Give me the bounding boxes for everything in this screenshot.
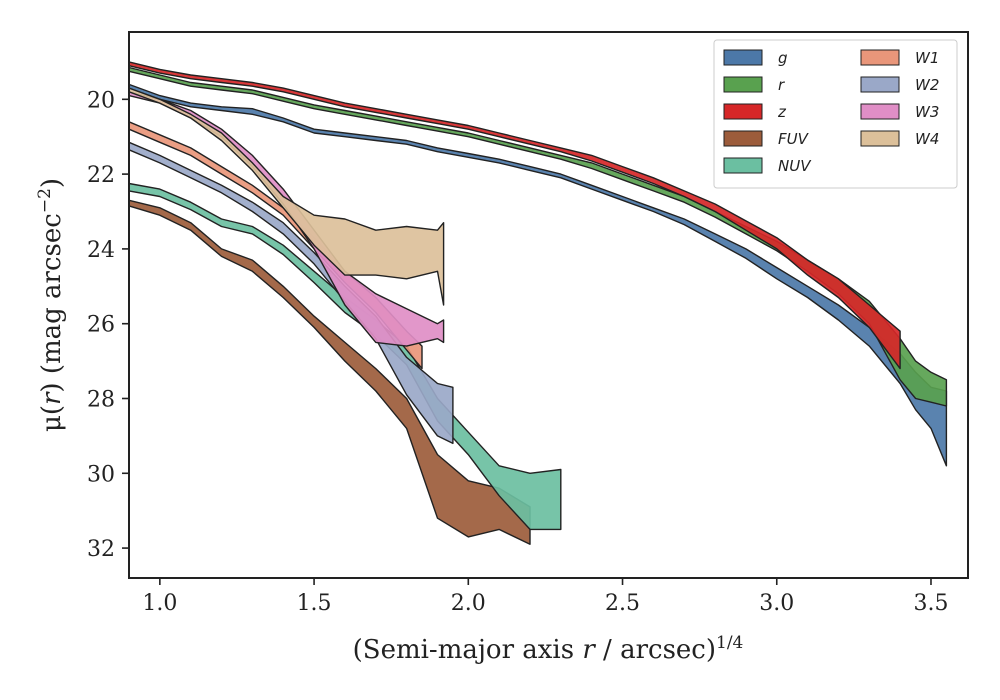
x-tick-label: 2.0 <box>451 591 486 616</box>
y-tick-label: 20 <box>87 88 115 113</box>
legend-label-w3: W3 <box>915 103 939 121</box>
legend-swatch-w3 <box>860 103 900 120</box>
legend-swatch-w1 <box>860 49 900 66</box>
band-nuv <box>128 182 562 531</box>
y-tick-label: 28 <box>87 387 115 412</box>
legend-label-r: r <box>778 76 785 94</box>
legend-swatch-w4 <box>860 130 900 147</box>
y-tick-label: 26 <box>87 313 115 338</box>
band-g <box>128 83 948 467</box>
legend-label-fuv: FUV <box>778 130 810 148</box>
legend-swatch-nuv <box>723 157 763 174</box>
y-tick-label: 30 <box>87 462 115 487</box>
x-axis-title: (Semi-major axis r / arcsec)1/4 <box>353 633 744 665</box>
legend-label-w4: W4 <box>915 130 939 148</box>
legend: grz FUV NUV W1 W2 W3 W4 <box>713 39 958 189</box>
band-fuv <box>128 199 531 545</box>
legend-swatch-z <box>723 103 763 120</box>
band-r <box>128 66 948 407</box>
x-axis-ticks: 1.0 1.5 2.0 2.5 3.0 3.5 <box>142 578 948 616</box>
y-tick-label: 32 <box>87 537 115 562</box>
legend-swatch-w2 <box>860 76 900 93</box>
legend-label-w2: W2 <box>915 76 939 94</box>
band-w4 <box>128 87 445 306</box>
y-axis-title: μ(r) (mag arcsec−2) <box>35 178 67 432</box>
x-tick-label: 2.5 <box>605 591 640 616</box>
band-z <box>128 61 901 370</box>
legend-label-nuv: NUV <box>778 157 812 175</box>
legend-label-g: g <box>778 49 788 67</box>
profile-bands <box>128 61 948 545</box>
legend-label-w1: W1 <box>915 49 939 67</box>
x-tick-label: 1.5 <box>297 591 332 616</box>
x-tick-label: 1.0 <box>142 591 177 616</box>
plot-frame <box>128 31 969 579</box>
legend-swatch-r <box>723 76 763 93</box>
y-tick-label: 24 <box>87 238 115 263</box>
legend-swatch-fuv <box>723 130 763 147</box>
legend-label-z: z <box>777 103 787 121</box>
x-tick-label: 3.0 <box>759 591 794 616</box>
band-w1 <box>128 121 423 370</box>
y-tick-label: 22 <box>87 163 115 188</box>
legend-swatch-g <box>723 49 763 66</box>
band-w2 <box>128 141 454 445</box>
y-axis-ticks: 20 22 24 26 28 30 32 <box>87 88 129 562</box>
x-tick-label: 3.5 <box>913 591 948 616</box>
